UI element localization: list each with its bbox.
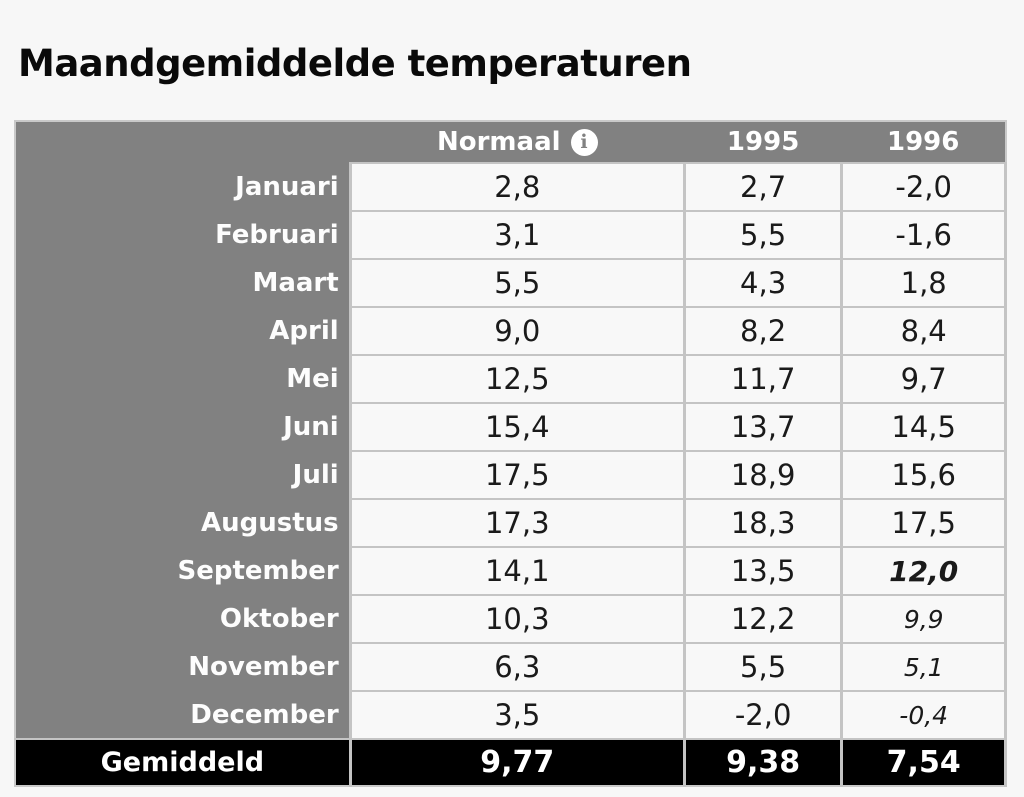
table-row: Maart 5,5 4,3 1,8	[15, 258, 1007, 308]
value-1995: 18,3	[682, 498, 844, 548]
header-row: Normaal i 1995 1996	[15, 121, 1006, 163]
value-1996: -1,6	[840, 210, 1007, 260]
table-row: September 14,1 13,5 12,0	[15, 546, 1007, 596]
month-label: Februari	[15, 211, 352, 259]
table-row: Januari 2,8 2,7 -2,0	[15, 162, 1007, 212]
value-normaal: 14,1	[348, 546, 686, 596]
footer-label: Gemiddeld	[15, 738, 352, 786]
month-label: Augustus	[15, 499, 352, 547]
footer-value-1995: 9,38	[682, 738, 844, 786]
value-normaal: 5,5	[348, 258, 686, 308]
value-1996: 5,1	[840, 642, 1007, 692]
footer-value-1996: 7,54	[840, 738, 1007, 786]
table-row: Mei 12,5 11,7 9,7	[15, 354, 1007, 404]
value-normaal: 10,3	[348, 594, 686, 644]
table-row: December 3,5 -2,0 -0,4	[15, 690, 1007, 740]
value-normaal: 3,5	[348, 690, 686, 740]
table-row: November 6,3 5,5 5,1	[15, 642, 1007, 692]
value-1996: -0,4	[840, 690, 1007, 740]
month-label: April	[15, 307, 352, 355]
month-label: Maart	[15, 259, 352, 307]
value-1996: 9,7	[840, 354, 1007, 404]
value-1996: 14,5	[840, 402, 1007, 452]
month-label: December	[15, 691, 352, 739]
value-1996: 12,0	[840, 546, 1007, 596]
value-normaal: 6,3	[348, 642, 686, 692]
value-1995: 13,5	[682, 546, 844, 596]
value-1995: 2,7	[682, 162, 844, 212]
footer-row: Gemiddeld 9,77 9,38 7,54	[15, 738, 1007, 786]
header-normaal-cell: Normaal i	[350, 121, 685, 163]
value-normaal: 17,5	[348, 450, 686, 500]
value-1995: 13,7	[682, 402, 844, 452]
info-icon[interactable]: i	[570, 128, 598, 156]
temperature-table: Normaal i 1995 1996 Januari 2,8 2,7 -2,0…	[14, 120, 1007, 787]
header-normaal-label: Normaal	[436, 127, 561, 157]
month-label: Mei	[15, 355, 352, 403]
table-row: Juli 17,5 18,9 15,6	[15, 450, 1007, 500]
table-row: Juni 15,4 13,7 14,5	[15, 402, 1007, 452]
page-title: Maandgemiddelde temperaturen	[18, 42, 692, 85]
month-label: Oktober	[15, 595, 352, 643]
value-1995: 5,5	[682, 210, 844, 260]
value-1995: 8,2	[682, 306, 844, 356]
value-1996: 9,9	[840, 594, 1007, 644]
table-row: April 9,0 8,2 8,4	[15, 306, 1007, 356]
table-row: Augustus 17,3 18,3 17,5	[15, 498, 1007, 548]
value-1996: 17,5	[840, 498, 1007, 548]
value-1995: 18,9	[682, 450, 844, 500]
header-corner-cell	[15, 121, 351, 163]
table-header: Normaal i 1995 1996	[15, 121, 1006, 163]
value-normaal: 12,5	[348, 354, 686, 404]
value-1995: 11,7	[682, 354, 844, 404]
value-normaal: 15,4	[348, 402, 686, 452]
footer-value-normaal: 9,77	[348, 738, 686, 786]
value-1995: 4,3	[682, 258, 844, 308]
value-1996: -2,0	[840, 162, 1007, 212]
value-1996: 8,4	[840, 306, 1007, 356]
month-label: Juli	[15, 451, 352, 499]
header-1995-cell: 1995	[684, 121, 842, 163]
value-1995: 5,5	[682, 642, 844, 692]
value-normaal: 3,1	[348, 210, 686, 260]
table-footer: Gemiddeld 9,77 9,38 7,54	[15, 738, 1007, 786]
table-row: Februari 3,1 5,5 -1,6	[15, 210, 1007, 260]
table-row: Oktober 10,3 12,2 9,9	[15, 594, 1007, 644]
value-1996: 1,8	[840, 258, 1007, 308]
value-1996: 15,6	[840, 450, 1007, 500]
value-normaal: 2,8	[348, 162, 686, 212]
month-label: November	[15, 643, 352, 691]
month-label: Januari	[15, 163, 352, 211]
header-1996-cell: 1996	[841, 121, 1006, 163]
value-normaal: 17,3	[348, 498, 686, 548]
value-1995: -2,0	[682, 690, 844, 740]
value-1995: 12,2	[682, 594, 844, 644]
table-body: Januari 2,8 2,7 -2,0 Februari 3,1 5,5 -1…	[15, 162, 1007, 740]
month-label: September	[15, 547, 352, 595]
month-label: Juni	[15, 403, 352, 451]
value-normaal: 9,0	[348, 306, 686, 356]
